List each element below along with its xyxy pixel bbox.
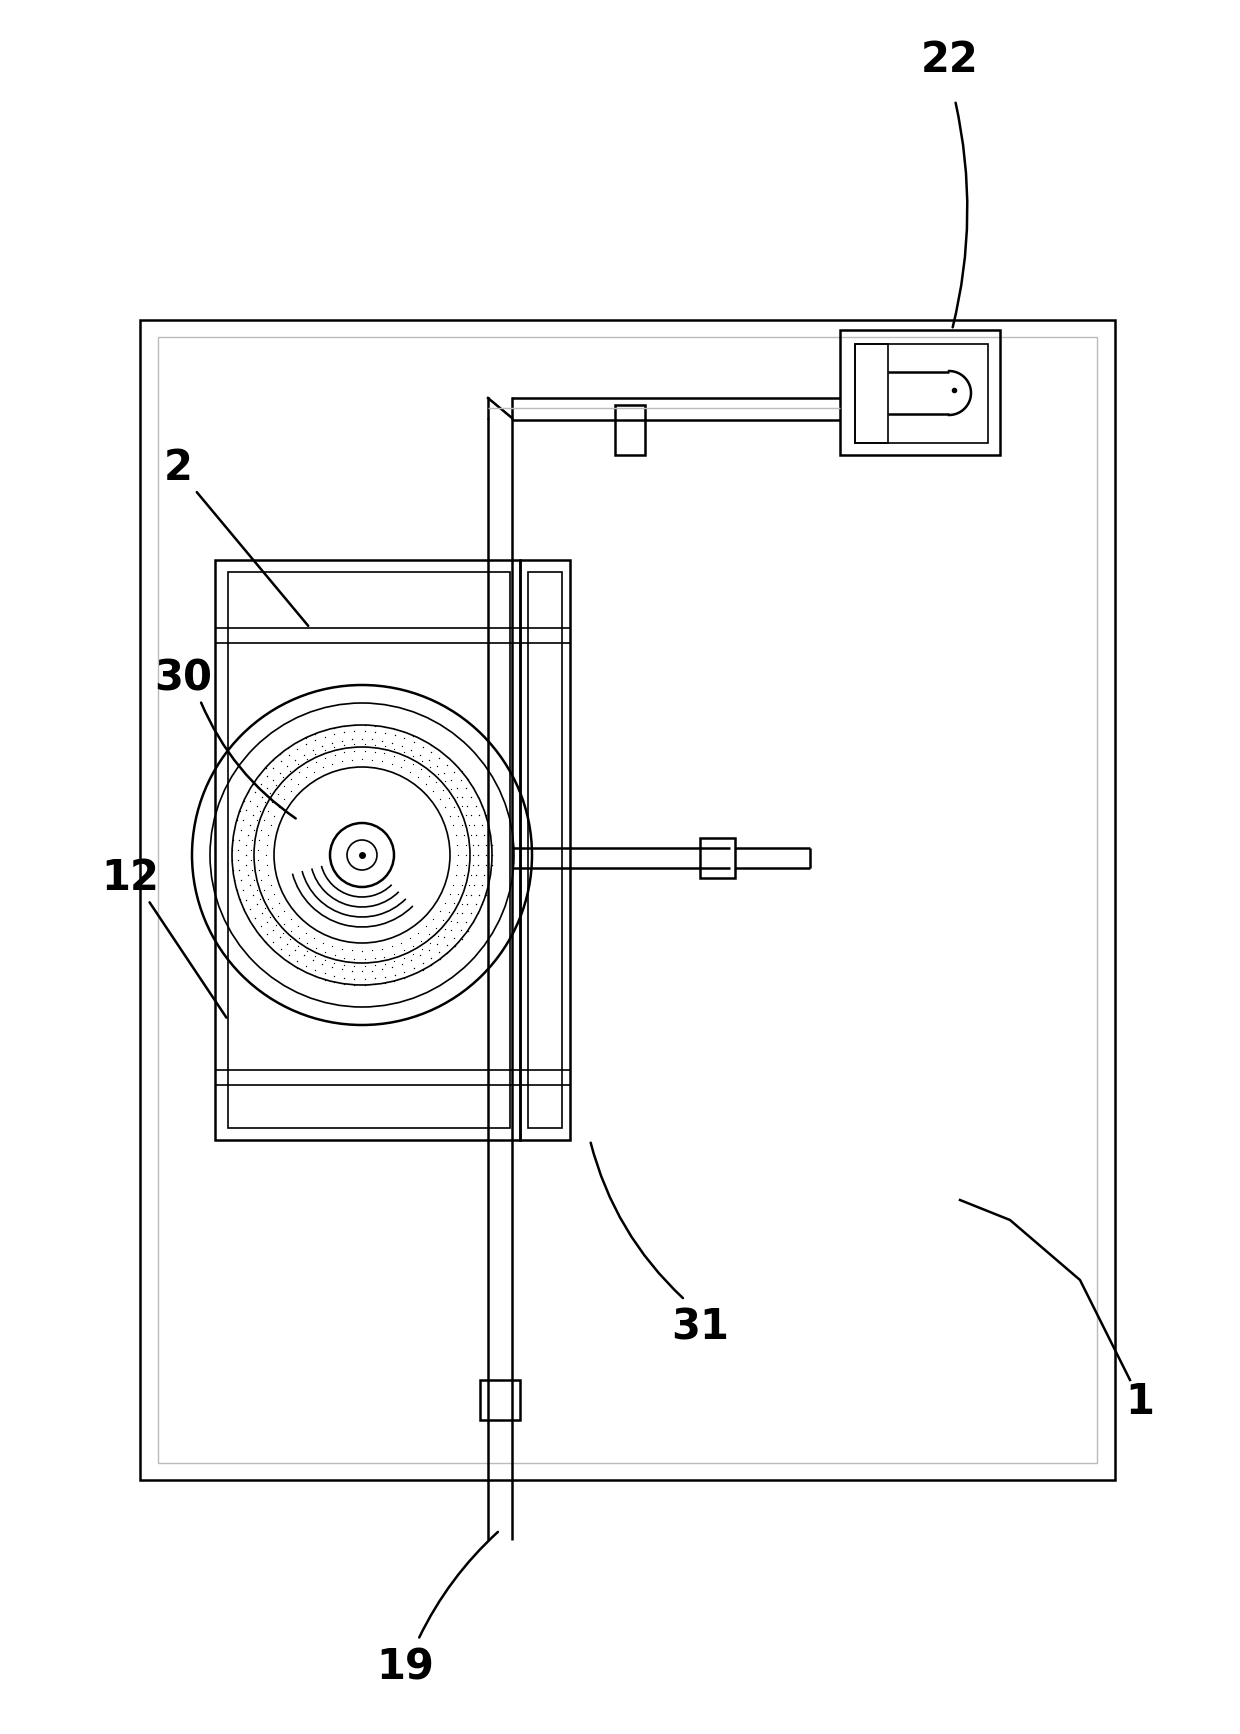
- Text: 12: 12: [102, 857, 159, 898]
- Text: 19: 19: [376, 1647, 434, 1689]
- Text: 30: 30: [154, 657, 212, 699]
- Text: 22: 22: [921, 38, 978, 81]
- Text: 1: 1: [1126, 1380, 1154, 1424]
- Text: 31: 31: [671, 1307, 729, 1349]
- Text: 2: 2: [164, 447, 192, 489]
